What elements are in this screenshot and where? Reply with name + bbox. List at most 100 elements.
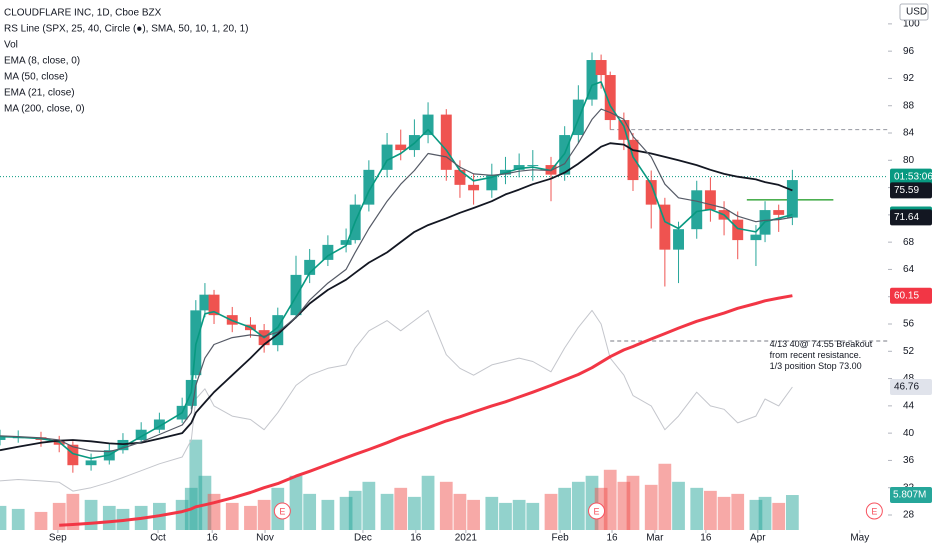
currency-box bbox=[899, 3, 929, 21]
volume-bar bbox=[244, 505, 257, 530]
volume-bar bbox=[394, 487, 408, 530]
candle-body bbox=[618, 120, 630, 140]
y-tick-label: 36 bbox=[903, 455, 915, 466]
earnings-marker: E bbox=[588, 502, 606, 520]
volume-bar bbox=[52, 502, 66, 530]
candle-body bbox=[117, 439, 129, 451]
x-tick-label: 16 bbox=[410, 533, 422, 544]
x-tick-label: Dec bbox=[354, 533, 372, 544]
candle-body bbox=[732, 219, 744, 241]
candle-body bbox=[363, 169, 375, 205]
candle-body bbox=[208, 294, 220, 316]
y-tick-label: 68 bbox=[903, 237, 915, 248]
candle-body bbox=[527, 165, 539, 167]
volume-bar bbox=[467, 499, 480, 530]
candle-body bbox=[0, 437, 6, 440]
price-label-box bbox=[890, 168, 932, 185]
volume-bar bbox=[644, 484, 658, 530]
volume-bar bbox=[658, 463, 672, 530]
volume-bar bbox=[348, 490, 362, 530]
volume-bar bbox=[704, 490, 717, 530]
candle-body bbox=[604, 75, 616, 121]
volume-bar bbox=[785, 495, 799, 530]
candle-body bbox=[559, 135, 571, 175]
candle-body bbox=[395, 144, 407, 151]
candle-body bbox=[595, 60, 607, 76]
volume-bar bbox=[0, 505, 7, 530]
y-tick-label: 88 bbox=[903, 100, 915, 111]
y-tick-label: 84 bbox=[903, 128, 915, 139]
candle-body bbox=[786, 180, 798, 218]
y-tick-label: 52 bbox=[903, 346, 915, 357]
volume-bar bbox=[362, 481, 376, 530]
x-tick-label: Sep bbox=[49, 533, 67, 544]
volume-bar bbox=[772, 502, 786, 530]
volume-bar bbox=[225, 502, 239, 530]
earnings-circle bbox=[273, 502, 291, 520]
volume-bar bbox=[439, 481, 453, 530]
legend-title: CLOUDFLARE INC, 1D, Cboe BZX bbox=[4, 8, 162, 19]
candle-body bbox=[440, 114, 452, 170]
annotation: 1/3 position Stop 73.00 bbox=[770, 361, 862, 371]
x-tick-label: May bbox=[850, 533, 869, 544]
y-tick-label: 80 bbox=[903, 155, 915, 166]
x-tick-label: 16 bbox=[700, 533, 712, 544]
volume-bar bbox=[717, 496, 731, 530]
candle-body bbox=[513, 165, 525, 170]
volume-bar bbox=[690, 487, 704, 530]
y-tick-label: 92 bbox=[903, 73, 915, 84]
annotation: from recent resistance. bbox=[770, 350, 862, 360]
indicator-line bbox=[0, 309, 793, 492]
volume-label-box bbox=[890, 487, 932, 504]
candle-body bbox=[304, 259, 316, 275]
indicator-line bbox=[0, 81, 793, 460]
indicator-line bbox=[0, 142, 793, 452]
volume-bar bbox=[558, 487, 572, 530]
volume-bar bbox=[626, 475, 640, 530]
candle-body bbox=[67, 444, 79, 466]
volume-bar bbox=[526, 502, 540, 530]
earnings-label: E bbox=[871, 506, 877, 516]
candle-body bbox=[85, 460, 97, 466]
y-tick-label: 44 bbox=[903, 400, 915, 411]
volume-bar bbox=[603, 469, 617, 530]
legend-entry: EMA (21, close) bbox=[4, 88, 75, 99]
x-tick-label: 2021 bbox=[455, 533, 478, 544]
earnings-label: E bbox=[594, 506, 600, 516]
y-tick-label: 40 bbox=[903, 428, 915, 439]
candle-body bbox=[659, 204, 671, 250]
candle-body bbox=[586, 60, 598, 100]
candle-body bbox=[645, 180, 657, 205]
volume-bar bbox=[485, 496, 499, 530]
candle-body bbox=[468, 184, 480, 191]
price-label: 75.59 bbox=[894, 185, 919, 196]
volume-bar bbox=[303, 493, 317, 530]
volume-label: 5.807M bbox=[893, 490, 926, 501]
legend-entry: EMA (8, close, 0) bbox=[4, 56, 80, 67]
x-tick-label: Oct bbox=[150, 533, 166, 544]
legend-entry: RS Line (SPX, 25, 40, Circle (●), SMA, 5… bbox=[4, 24, 248, 35]
x-tick-label: Mar bbox=[646, 533, 664, 544]
price-label: 46.76 bbox=[894, 382, 919, 393]
legend-entry: MA (50, close) bbox=[4, 72, 68, 83]
x-tick-label: Feb bbox=[552, 533, 570, 544]
annotation: 4/13 40@ 74.55 Breakout bbox=[770, 339, 873, 349]
currency: USD bbox=[906, 7, 927, 18]
y-tick-label: 48 bbox=[903, 373, 915, 384]
x-tick-label: Apr bbox=[750, 533, 766, 544]
price-label: 01:53:06 bbox=[894, 171, 932, 182]
candle-body bbox=[422, 114, 434, 136]
candle-body bbox=[486, 174, 498, 191]
candle-body bbox=[135, 429, 147, 440]
legend-entry: MA (200, close, 0) bbox=[4, 104, 85, 115]
candle-body bbox=[199, 294, 211, 311]
volume-bar bbox=[672, 481, 685, 530]
volume-bar bbox=[34, 511, 48, 530]
candle-body bbox=[381, 144, 393, 170]
volume-bar bbox=[257, 499, 271, 530]
y-tick-label: 96 bbox=[903, 46, 915, 57]
volume-bar bbox=[289, 475, 303, 530]
price-label: 60.15 bbox=[894, 290, 919, 301]
